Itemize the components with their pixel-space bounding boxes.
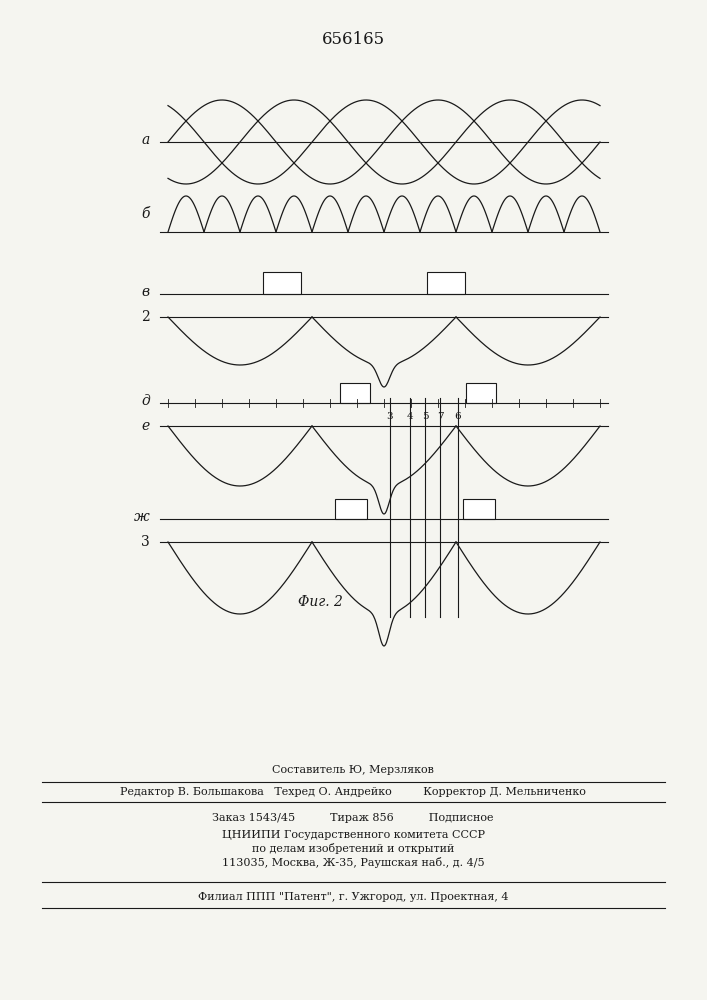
Text: ж: ж xyxy=(134,510,150,524)
Text: 113035, Москва, Ж-35, Раушская наб., д. 4/5: 113035, Москва, Ж-35, Раушская наб., д. … xyxy=(222,857,484,868)
Text: е: е xyxy=(141,419,150,433)
Text: 3: 3 xyxy=(141,535,150,549)
Text: Φиг. 2: Φиг. 2 xyxy=(298,595,342,609)
Text: 656165: 656165 xyxy=(322,31,385,48)
Text: б: б xyxy=(141,207,150,221)
Text: ЦНИИПИ Государственного комитета СССР: ЦНИИПИ Государственного комитета СССР xyxy=(221,830,484,840)
Text: a: a xyxy=(141,133,150,147)
Bar xyxy=(427,272,465,294)
Bar xyxy=(466,383,496,403)
Text: Составитель Ю, Мерзляков: Составитель Ю, Мерзляков xyxy=(272,765,434,775)
Text: 7: 7 xyxy=(437,412,443,421)
Bar xyxy=(340,383,370,403)
Text: Заказ 1543/45          Тираж 856          Подписное: Заказ 1543/45 Тираж 856 Подписное xyxy=(212,813,493,823)
Text: 3: 3 xyxy=(387,412,393,421)
Text: по делам изобретений и открытий: по делам изобретений и открытий xyxy=(252,844,454,854)
Text: 4: 4 xyxy=(407,412,414,421)
Bar xyxy=(463,499,495,519)
Text: Редактор В. Большакова   Техред О. Андрейко         Корректор Д. Мельниченко: Редактор В. Большакова Техред О. Андрейк… xyxy=(120,787,586,797)
Text: Филиал ППП "Патент", г. Ужгород, ул. Проектная, 4: Филиал ППП "Патент", г. Ужгород, ул. Про… xyxy=(198,892,508,902)
Text: 6: 6 xyxy=(455,412,461,421)
Bar xyxy=(263,272,301,294)
Bar xyxy=(335,499,367,519)
Text: 2: 2 xyxy=(141,310,150,324)
Text: в: в xyxy=(142,285,150,299)
Text: д: д xyxy=(141,394,150,408)
Text: 5: 5 xyxy=(421,412,428,421)
